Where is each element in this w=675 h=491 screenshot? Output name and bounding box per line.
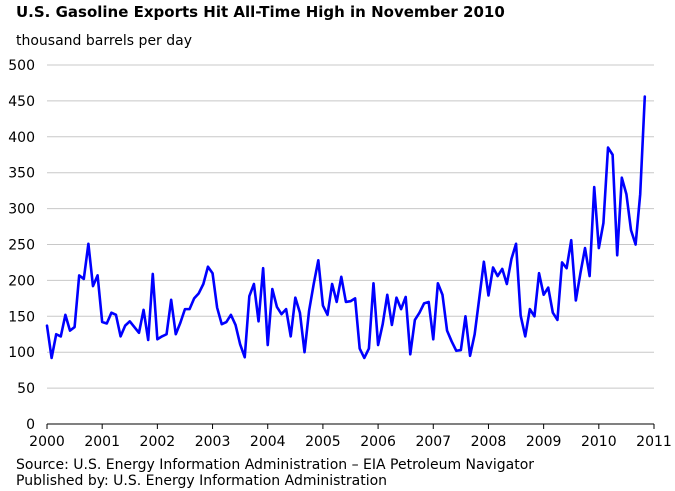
y-tick-label: 500 bbox=[8, 58, 35, 74]
x-tick-label: 2002 bbox=[140, 434, 176, 450]
x-tick-label: 2008 bbox=[471, 434, 507, 450]
x-tick-label: 2006 bbox=[360, 434, 396, 450]
y-tick-label: 50 bbox=[17, 381, 35, 397]
y-tick-label: 350 bbox=[8, 166, 35, 182]
y-tick-label: 450 bbox=[8, 94, 35, 110]
y-tick-label: 400 bbox=[8, 130, 35, 146]
x-tick-label: 2011 bbox=[636, 434, 672, 450]
y-tick-label: 250 bbox=[8, 238, 35, 254]
y-tick-label: 200 bbox=[8, 273, 35, 289]
x-tick-label: 2005 bbox=[305, 434, 341, 450]
y-tick-label: 150 bbox=[8, 309, 35, 325]
y-tick-label: 100 bbox=[8, 345, 35, 361]
y-tick-label: 0 bbox=[26, 417, 35, 433]
x-tick-label: 2009 bbox=[526, 434, 562, 450]
x-tick-label: 2003 bbox=[195, 434, 231, 450]
chart-title: U.S. Gasoline Exports Hit All-Time High … bbox=[16, 3, 505, 21]
series-line bbox=[45, 95, 647, 360]
x-tick-label: 2001 bbox=[84, 434, 120, 450]
y-axis-unit-label: thousand barrels per day bbox=[16, 33, 193, 49]
x-tick-label: 2000 bbox=[29, 434, 65, 450]
publisher-note: Published by: U.S. Energy Information Ad… bbox=[16, 473, 388, 489]
source-note: Source: U.S. Energy Information Administ… bbox=[16, 457, 535, 473]
x-tick-label: 2010 bbox=[581, 434, 617, 450]
x-tick-label: 2004 bbox=[250, 434, 286, 450]
y-tick-label: 300 bbox=[8, 202, 35, 218]
x-tick-label: 2007 bbox=[415, 434, 451, 450]
